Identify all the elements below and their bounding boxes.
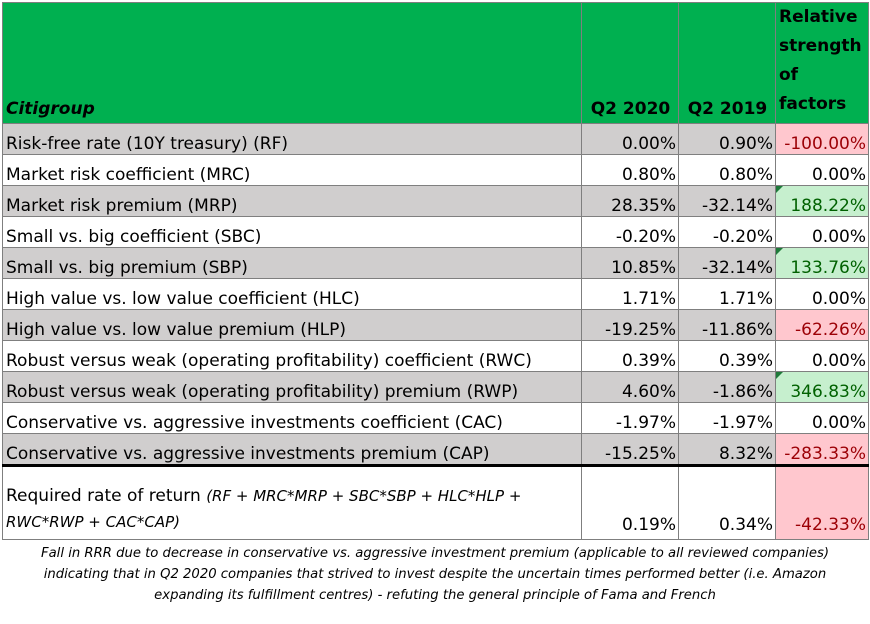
table-row: Robust versus weak (operating profitabil… xyxy=(2,371,869,403)
rrr-relative-strength[interactable]: -42.33% xyxy=(775,465,869,540)
q2-2020-cell[interactable]: 0.39% xyxy=(581,340,679,372)
q2-2020-cell[interactable]: 1.71% xyxy=(581,278,679,310)
row-label[interactable]: Market risk premium (MRP) xyxy=(2,185,582,217)
table-row: High value vs. low value premium (HLP) -1… xyxy=(2,309,869,341)
rrr-q2-2019[interactable]: 0.34% xyxy=(678,465,776,540)
row-label[interactable]: Risk-free rate (10Y treasury) (RF) xyxy=(2,123,582,155)
row-label[interactable]: Conservative vs. aggressive investments … xyxy=(2,433,582,467)
relative-strength-cell[interactable]: -100.00% xyxy=(775,123,869,155)
q2-2019-cell[interactable]: 1.71% xyxy=(678,278,776,310)
col-header-q2-2019[interactable]: Q2 2019 xyxy=(678,2,776,124)
q2-2020-cell[interactable]: -0.20% xyxy=(581,216,679,248)
row-label[interactable]: Conservative vs. aggressive investments … xyxy=(2,402,582,434)
q2-2020-cell[interactable]: 10.85% xyxy=(581,247,679,279)
row-label[interactable]: Small vs. big coefficient (SBC) xyxy=(2,216,582,248)
row-label[interactable]: High value vs. low value coefficient (HL… xyxy=(2,278,582,310)
header-row: Citigroup Q2 2020 Q2 2019 Relative stren… xyxy=(2,2,869,124)
q2-2020-cell[interactable]: 28.35% xyxy=(581,185,679,217)
relative-strength-cell[interactable]: -62.26% xyxy=(775,309,869,341)
relative-strength-cell[interactable]: 188.22% xyxy=(775,185,869,217)
footnote: Fall in RRR due to decrease in conservat… xyxy=(41,546,829,603)
q2-2019-cell[interactable]: -32.14% xyxy=(678,247,776,279)
table-row: Robust versus weak (operating profitabil… xyxy=(2,340,869,372)
q2-2019-cell[interactable]: -11.86% xyxy=(678,309,776,341)
table-row: Small vs. big premium (SBP) 10.85% -32.14%… xyxy=(2,247,869,279)
company-title[interactable]: Citigroup xyxy=(2,2,582,124)
col-header-relative-strength[interactable]: Relative strength of factors xyxy=(775,2,869,124)
table-row: Conservative vs. aggressive investments … xyxy=(2,402,869,434)
table-row: Small vs. big coefficient (SBC) -0.20% -0.… xyxy=(2,216,869,248)
q2-2020-cell[interactable]: -19.25% xyxy=(581,309,679,341)
q2-2019-cell[interactable]: -32.14% xyxy=(678,185,776,217)
rrr-formula: (RF + MRC*MRP + SBC*SBP + HLC*HLP + RWC*… xyxy=(6,487,522,531)
relative-strength-cell[interactable]: 0.00% xyxy=(775,216,869,248)
relative-strength-cell[interactable]: -283.33% xyxy=(775,433,869,467)
relative-strength-cell[interactable]: 0.00% xyxy=(775,154,869,186)
q2-2019-cell[interactable]: -1.97% xyxy=(678,402,776,434)
row-label[interactable]: High value vs. low value premium (HLP) xyxy=(2,309,582,341)
table-row: Market risk coefficient (MRC) 0.80% 0.80% 0… xyxy=(2,154,869,186)
q2-2019-cell[interactable]: 8.32% xyxy=(678,433,776,467)
relative-strength-cell[interactable]: 346.83% xyxy=(775,371,869,403)
q2-2019-cell[interactable]: -0.20% xyxy=(678,216,776,248)
rrr-row: Required rate of return (RF + MRC*MRP + … xyxy=(2,465,869,540)
relative-strength-cell[interactable]: 0.00% xyxy=(775,278,869,310)
q2-2019-cell[interactable]: -1.86% xyxy=(678,371,776,403)
factor-table: Citigroup Q2 2020 Q2 2019 Relative stren… xyxy=(2,2,869,540)
relative-strength-cell[interactable]: 0.00% xyxy=(775,340,869,372)
q2-2020-cell[interactable]: 0.00% xyxy=(581,123,679,155)
table-row: Market risk premium (MRP) 28.35% -32.14% 18… xyxy=(2,185,869,217)
rrr-label-cell[interactable]: Required rate of return (RF + MRC*MRP + … xyxy=(2,465,582,540)
rrr-label: Required rate of return xyxy=(6,486,201,506)
rrr-q2-2020[interactable]: 0.19% xyxy=(581,465,679,540)
col-header-q2-2020[interactable]: Q2 2020 xyxy=(581,2,679,124)
row-label[interactable]: Robust versus weak (operating profitabil… xyxy=(2,340,582,372)
cell-indicator-triangle-icon xyxy=(776,186,783,193)
table-row: Risk-free rate (10Y treasury) (RF) 0.00% 0… xyxy=(2,123,869,155)
q2-2020-cell[interactable]: 4.60% xyxy=(581,371,679,403)
cell-indicator-triangle-icon xyxy=(776,372,783,379)
relative-strength-cell[interactable]: 0.00% xyxy=(775,402,869,434)
table-row: High value vs. low value coefficient (HL… xyxy=(2,278,869,310)
relative-strength-cell[interactable]: 133.76% xyxy=(775,247,869,279)
row-label[interactable]: Small vs. big premium (SBP) xyxy=(2,247,582,279)
q2-2020-cell[interactable]: 0.80% xyxy=(581,154,679,186)
row-label[interactable]: Market risk coefficient (MRC) xyxy=(2,154,582,186)
q2-2020-cell[interactable]: -15.25% xyxy=(581,433,679,467)
q2-2020-cell[interactable]: -1.97% xyxy=(581,402,679,434)
q2-2019-cell[interactable]: 0.39% xyxy=(678,340,776,372)
table-row: Conservative vs. aggressive investments … xyxy=(2,433,869,467)
row-label[interactable]: Robust versus weak (operating profitabil… xyxy=(2,371,582,403)
q2-2019-cell[interactable]: 0.90% xyxy=(678,123,776,155)
cell-indicator-triangle-icon xyxy=(776,248,783,255)
q2-2019-cell[interactable]: 0.80% xyxy=(678,154,776,186)
